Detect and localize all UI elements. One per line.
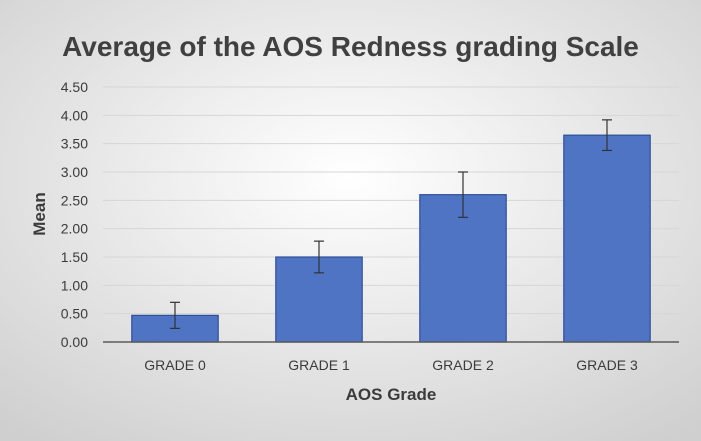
y-tick-label: 0.00 xyxy=(61,334,88,350)
x-axis-label: AOS Grade xyxy=(346,385,437,404)
error-bar-grade-2 xyxy=(458,171,468,218)
y-tick-label: 2.50 xyxy=(61,192,88,208)
y-tick-label: 1.00 xyxy=(61,277,88,293)
error-bars xyxy=(170,119,612,329)
x-tick-labels: GRADE 0 GRADE 1 GRADE 2 GRADE 3 xyxy=(144,357,638,373)
y-tick-label: 4.50 xyxy=(61,79,88,95)
error-bar-grade-1 xyxy=(314,240,324,274)
x-tick-label: GRADE 0 xyxy=(144,357,206,373)
y-axis-label: Mean xyxy=(30,192,49,235)
chart-title: Average of the AOS Redness grading Scale xyxy=(62,31,639,62)
y-tick-label: 1.50 xyxy=(61,249,88,265)
y-tick-labels: 0.00 0.50 1.00 1.50 2.00 2.50 3.00 3.50 4.00 4.50 xyxy=(61,79,88,350)
y-tick-label: 0.50 xyxy=(61,306,88,322)
bar-grade-3 xyxy=(563,134,651,343)
y-tick-label: 3.00 xyxy=(61,164,88,180)
x-tick-label: GRADE 1 xyxy=(288,357,350,373)
y-tick-label: 2.00 xyxy=(61,221,88,237)
bars xyxy=(131,134,651,343)
y-tick-label: 3.50 xyxy=(61,136,88,152)
error-bar-grade-3 xyxy=(602,119,612,152)
bar-grade-1 xyxy=(275,256,363,343)
y-tick-label: 4.00 xyxy=(61,107,88,123)
x-tick-label: GRADE 3 xyxy=(576,357,638,373)
x-tick-label: GRADE 2 xyxy=(432,357,494,373)
error-bar-grade-0 xyxy=(170,301,180,329)
bar-grade-2 xyxy=(419,194,507,343)
